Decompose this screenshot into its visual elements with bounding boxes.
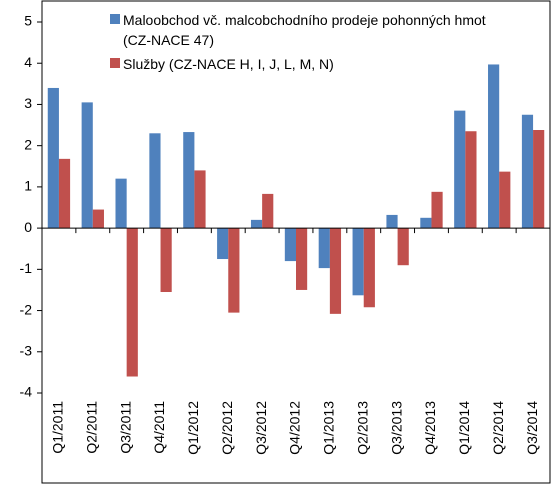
bar	[115, 178, 127, 229]
legend-label: Maloobchod vč. malcobchodního prodeje po…	[123, 12, 486, 48]
bar	[386, 214, 398, 229]
bar	[149, 133, 161, 229]
x-tick-label: Q3/2013	[388, 401, 404, 455]
x-tick-label: Q1/2014	[456, 401, 472, 455]
x-tick-label: Q4/2013	[422, 401, 438, 455]
bar	[533, 130, 545, 229]
bar	[329, 228, 342, 314]
y-tick-label: 0	[24, 219, 32, 235]
y-tick-label: 5	[24, 13, 32, 29]
y-tick-label: 1	[24, 178, 32, 194]
bar	[92, 209, 104, 229]
bar	[262, 193, 274, 229]
y-tick-label: 3	[24, 95, 32, 111]
bar	[194, 170, 206, 229]
bar	[217, 228, 229, 260]
x-tick-label: Q1/2013	[321, 401, 337, 455]
bar	[228, 228, 240, 313]
x-tick-label: Q1/2012	[185, 401, 201, 455]
bar	[284, 228, 296, 262]
bar	[160, 228, 172, 293]
bar	[126, 228, 138, 377]
bar	[454, 110, 466, 229]
bar	[521, 114, 534, 229]
bar	[250, 219, 263, 229]
bar	[58, 158, 71, 229]
x-tick-label: Q3/2014	[524, 401, 540, 455]
y-tick-label: 2	[24, 136, 32, 152]
x-tick-label: Q2/2011	[84, 401, 100, 454]
bar	[499, 171, 511, 229]
bar	[397, 228, 409, 266]
bar	[81, 102, 93, 229]
bar	[363, 228, 375, 308]
x-tick-label: Q2/2012	[219, 401, 235, 455]
y-tick-label: -4	[20, 384, 33, 400]
bar	[488, 64, 500, 229]
y-tick-label: 4	[24, 54, 32, 70]
bar	[420, 217, 432, 229]
bar	[183, 132, 195, 229]
bar	[47, 87, 59, 229]
bar	[431, 191, 443, 229]
legend-marker	[110, 58, 120, 68]
legend-marker	[110, 14, 120, 24]
bar	[352, 228, 364, 296]
x-tick-label: Q3/2011	[117, 401, 133, 454]
bar	[465, 131, 477, 229]
y-tick-label: -2	[20, 301, 33, 317]
x-tick-label: Q2/2013	[354, 401, 370, 455]
x-tick-label: Q4/2012	[287, 401, 303, 455]
x-tick-label: Q2/2014	[490, 401, 506, 455]
x-tick-label: Q1/2011	[50, 401, 66, 454]
y-tick-label: -1	[20, 260, 33, 276]
bar	[296, 228, 308, 290]
legend-label: Služby (CZ-NACE H, I, J, L, M, N)	[123, 56, 334, 72]
y-tick-label: -3	[20, 342, 33, 358]
x-tick-label: Q4/2011	[151, 401, 167, 454]
bar	[318, 228, 330, 269]
x-tick-label: Q3/2012	[253, 401, 269, 455]
